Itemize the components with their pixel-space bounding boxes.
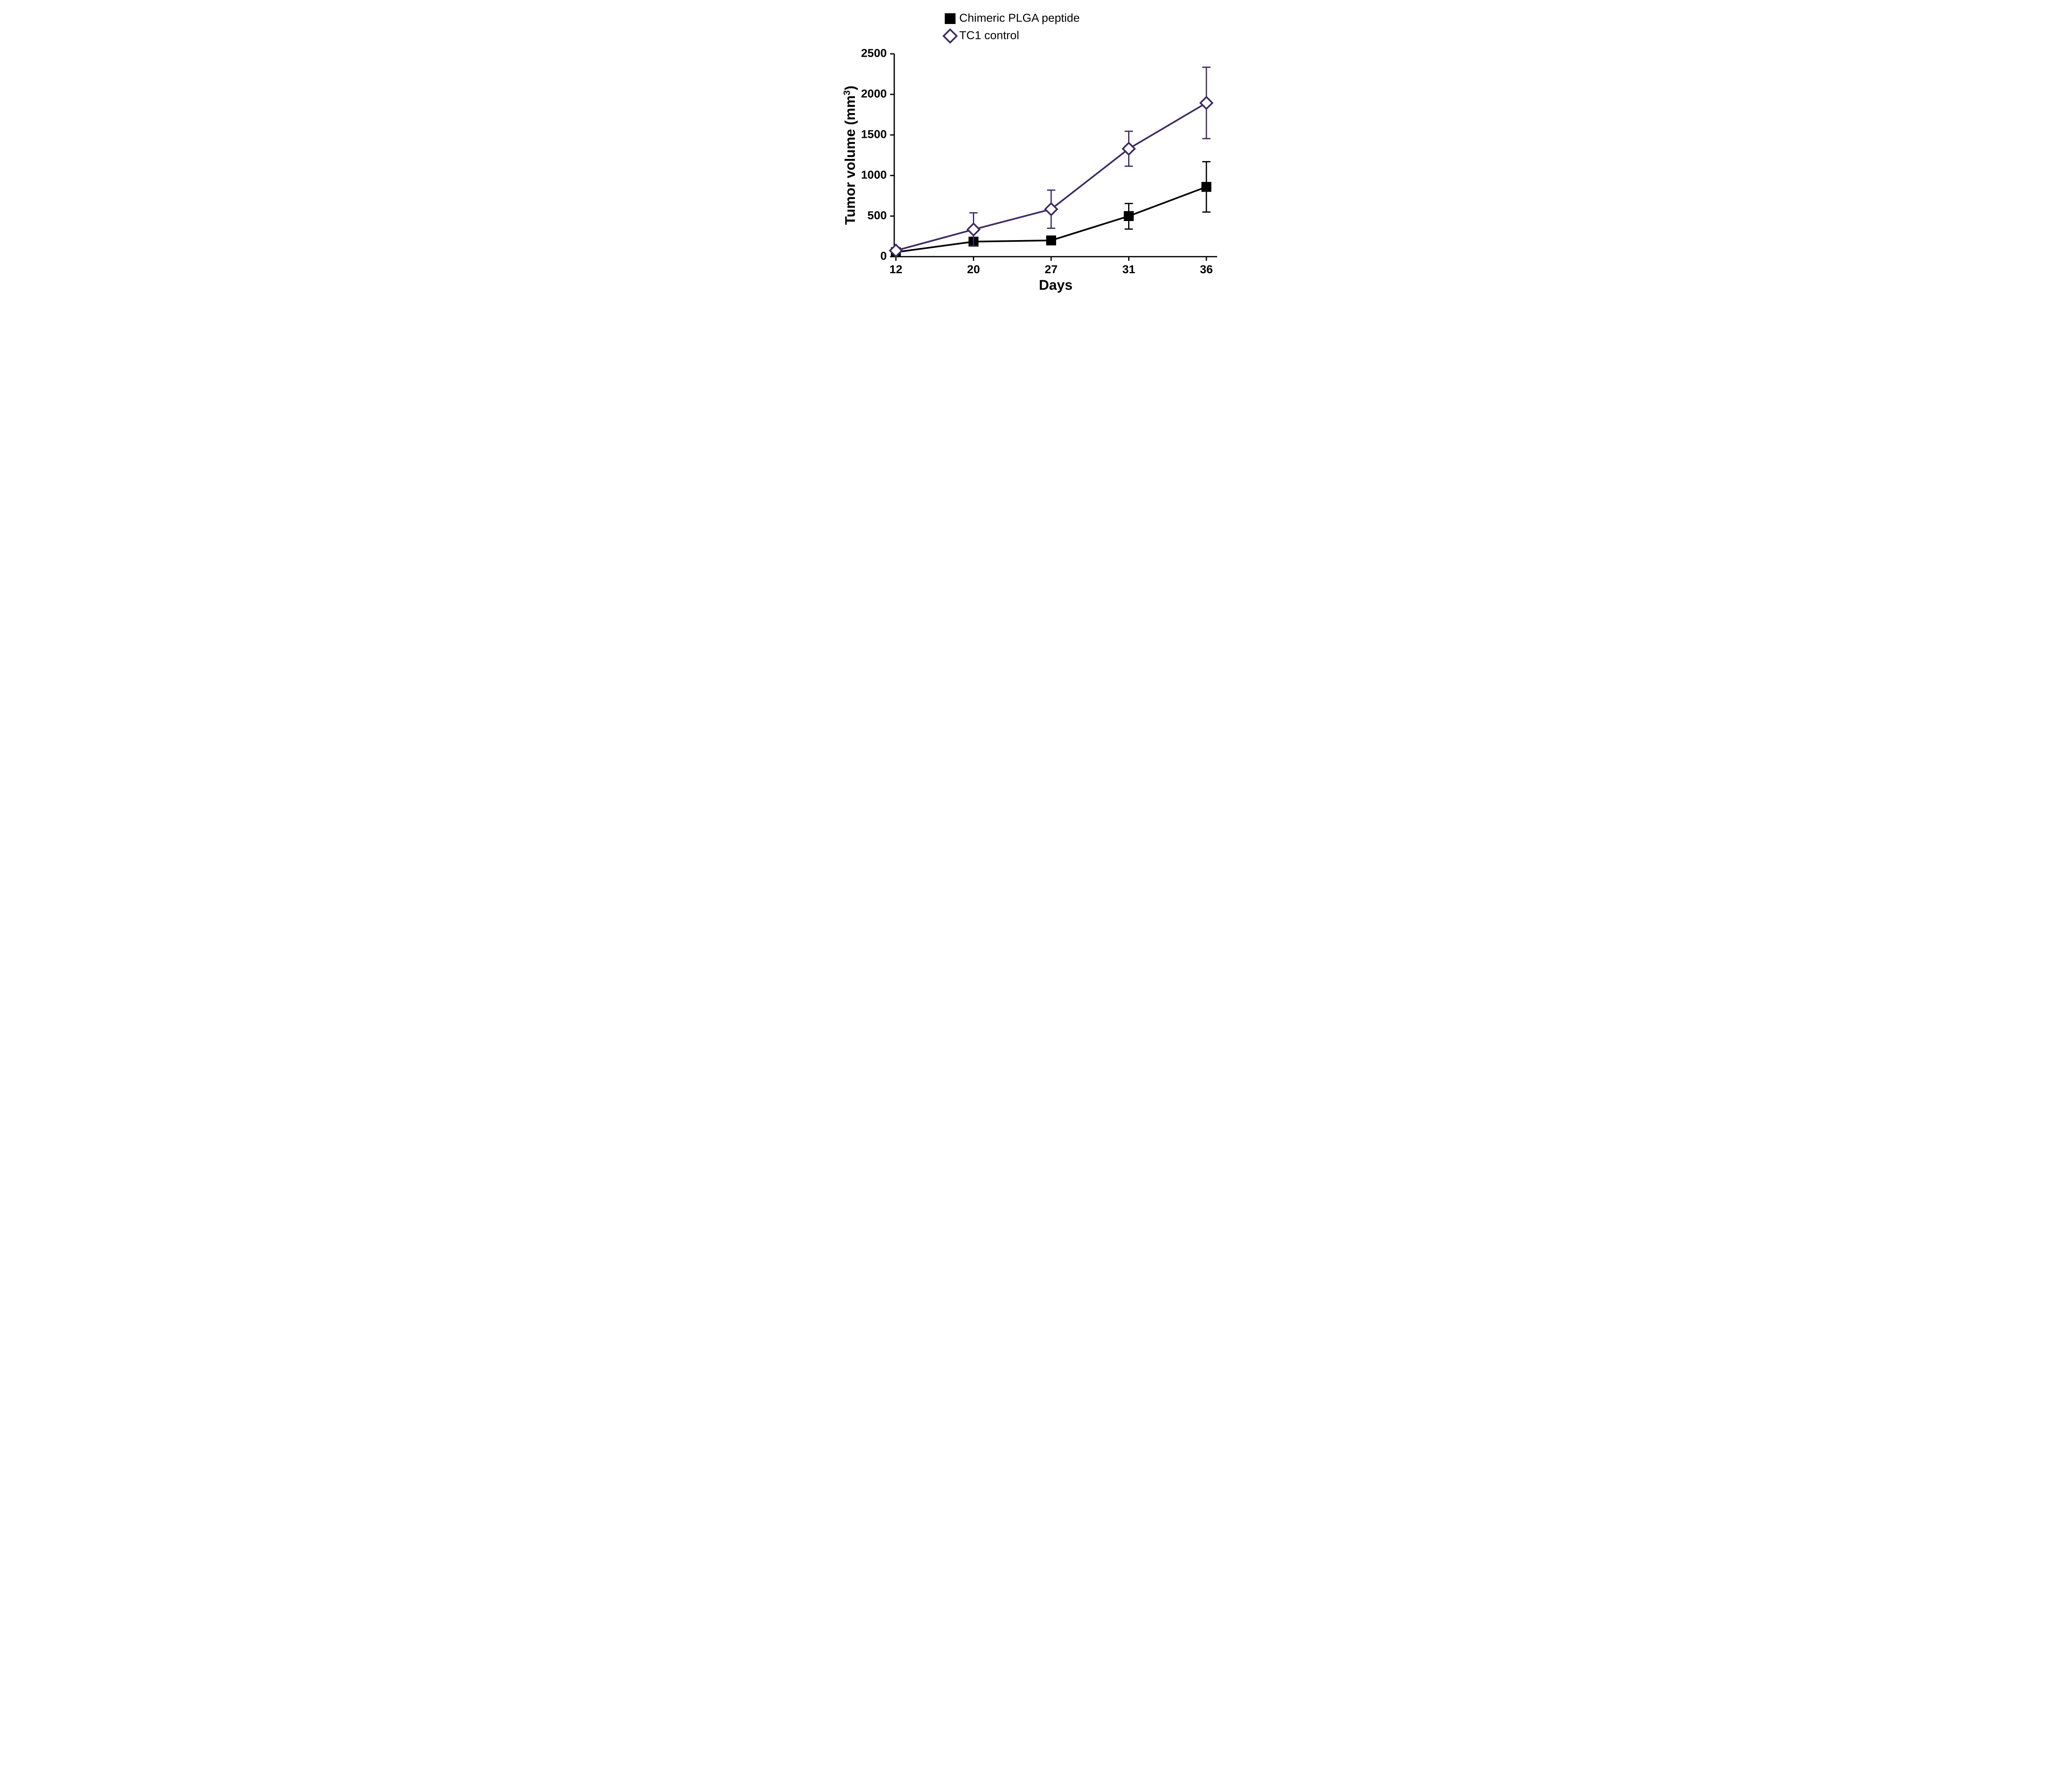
tumor-volume-chart: 0 500 1000 1500 2000 2500 12 20 27 31 36 Days Tumor … [836, 4, 1234, 306]
x-axis-title: Days [1039, 277, 1072, 293]
x-tick-label: 12 [889, 263, 902, 276]
x-tick-label: 31 [1122, 263, 1135, 276]
legend-label: TC1 control [959, 29, 1019, 41]
x-tick-label: 36 [1200, 263, 1213, 276]
x-tick-label: 27 [1045, 263, 1057, 276]
y-tick-label: 2500 [861, 46, 887, 59]
y-tick-label: 0 [880, 249, 887, 262]
y-tick-label: 2000 [861, 87, 887, 100]
x-tick-label: 20 [967, 263, 980, 276]
chart-svg: 0 500 1000 1500 2000 2500 12 20 27 31 36 Days Tumor … [836, 4, 1234, 306]
y-tick-label: 1000 [861, 168, 887, 181]
y-axis-title: Tumor volume (mm3) [842, 86, 859, 225]
y-tick-label: 500 [867, 209, 887, 221]
legend-label: Chimeric PLGA peptide [959, 11, 1080, 24]
y-tick-label: 1500 [861, 127, 887, 140]
